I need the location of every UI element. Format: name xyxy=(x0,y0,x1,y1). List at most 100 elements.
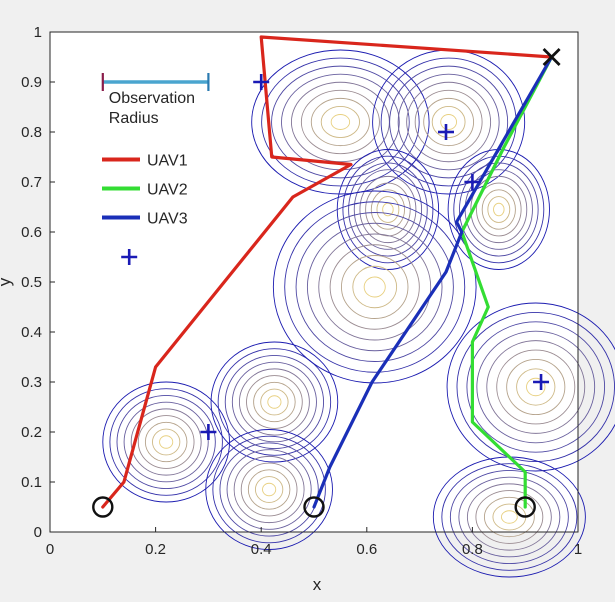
contour-line xyxy=(137,415,195,469)
contour-line xyxy=(233,455,305,524)
contour-line xyxy=(310,97,370,147)
tick-layer: 0 0.2 0.4 0.6 0.8 1 0 0.1 0.2 0.3 0.4 0.5 0.6 0.7 0.8 0… xyxy=(21,24,582,558)
contour-line xyxy=(224,354,325,450)
contour-line xyxy=(240,462,298,517)
contour-line xyxy=(247,469,291,510)
trajectory-uav2 xyxy=(460,55,554,509)
contour-line xyxy=(253,381,296,423)
contour-line xyxy=(496,349,576,425)
contour-line xyxy=(284,201,466,373)
contour-line xyxy=(205,429,333,550)
contour-line xyxy=(406,81,492,163)
start-marker xyxy=(92,496,114,518)
contour-peak xyxy=(446,302,615,472)
contour-line xyxy=(159,435,174,449)
contour-line xyxy=(352,265,398,309)
legend-entry-uav2: UAV2 xyxy=(102,182,188,199)
contour-line xyxy=(295,212,454,362)
contour-line xyxy=(475,490,544,544)
contour-line xyxy=(210,341,339,463)
contour-line xyxy=(254,476,284,503)
start-marker xyxy=(514,496,536,518)
target-marker xyxy=(253,74,270,90)
y-tick-label: 0 xyxy=(34,524,42,541)
contour-layer xyxy=(102,49,615,578)
contour-line xyxy=(260,388,289,416)
y-tick-label: 0.4 xyxy=(21,324,42,341)
y-tick-label: 0.2 xyxy=(21,424,42,441)
target-marker xyxy=(121,249,138,265)
contour-line xyxy=(217,348,332,456)
contour-line xyxy=(238,368,310,436)
contour-line xyxy=(130,408,202,476)
goal-marker xyxy=(542,48,561,66)
contour-line xyxy=(476,330,596,444)
observation-radius-label: Observation xyxy=(109,90,195,107)
contour-line xyxy=(516,368,556,406)
x-axis-label: x xyxy=(313,575,322,594)
y-tick-label: 0.3 xyxy=(21,374,42,391)
x-tick-label: 0 xyxy=(46,541,54,558)
contour-line xyxy=(476,182,522,237)
contour-line xyxy=(414,89,483,155)
contour-line xyxy=(300,89,380,155)
x-tick-label: 0.4 xyxy=(251,541,272,558)
contour-line xyxy=(459,162,539,257)
contour-line xyxy=(251,49,430,195)
contour-line xyxy=(109,388,223,496)
contour-peak xyxy=(210,341,339,463)
y-tick-label: 0.1 xyxy=(21,474,42,491)
contour-line xyxy=(493,202,505,217)
contour-line xyxy=(423,97,475,147)
contour-line xyxy=(341,255,409,319)
target-marker xyxy=(533,374,550,390)
target-marker xyxy=(464,174,481,190)
y-tick-label: 0.6 xyxy=(21,224,42,241)
contour-line xyxy=(440,114,458,130)
contour-line xyxy=(483,496,535,538)
contour-line xyxy=(262,482,277,497)
contour-line xyxy=(470,175,528,244)
contour-line xyxy=(487,196,511,223)
contour-line xyxy=(123,401,209,483)
contour-line xyxy=(486,340,586,434)
contour-line xyxy=(431,105,466,139)
contour-line xyxy=(219,442,319,537)
legend-label: UAV3 xyxy=(147,211,188,228)
contour-line xyxy=(271,65,410,179)
legend-label: UAV2 xyxy=(147,182,188,199)
marker-layer xyxy=(92,48,561,518)
contour-line xyxy=(267,395,282,409)
target-marker xyxy=(200,424,217,440)
contour-line xyxy=(152,428,181,456)
start-marker xyxy=(303,496,325,518)
x-tick-label: 0.2 xyxy=(145,541,166,558)
x-tick-label: 0.8 xyxy=(462,541,483,558)
contour-line xyxy=(389,65,509,179)
contour-line xyxy=(144,421,188,463)
contour-peak xyxy=(447,149,550,270)
contour-line xyxy=(320,105,361,139)
trajectory-uav1 xyxy=(101,35,554,509)
contour-line xyxy=(370,189,406,230)
contour-line xyxy=(466,483,552,551)
contour-line xyxy=(441,463,578,571)
contour-line xyxy=(116,394,216,490)
legend-entry-uav3: UAV3 xyxy=(102,211,188,228)
contour-line xyxy=(272,190,477,384)
contour-line xyxy=(102,381,230,503)
contour-line xyxy=(261,57,420,187)
contour-line xyxy=(365,182,411,237)
contour-peak xyxy=(102,381,230,503)
legend-entry-uav1: UAV1 xyxy=(102,153,188,170)
legend: Observation Radius UAV1 UAV2 UAV3 xyxy=(101,73,210,228)
x-tick-label: 1 xyxy=(574,541,582,558)
y-tick-label: 0.8 xyxy=(21,124,42,141)
target-marker xyxy=(438,124,454,140)
contour-peak xyxy=(372,49,526,195)
y-tick-label: 1 xyxy=(34,24,42,41)
contour-line xyxy=(212,435,326,544)
contour-line xyxy=(458,476,561,558)
contour-line xyxy=(318,233,432,341)
